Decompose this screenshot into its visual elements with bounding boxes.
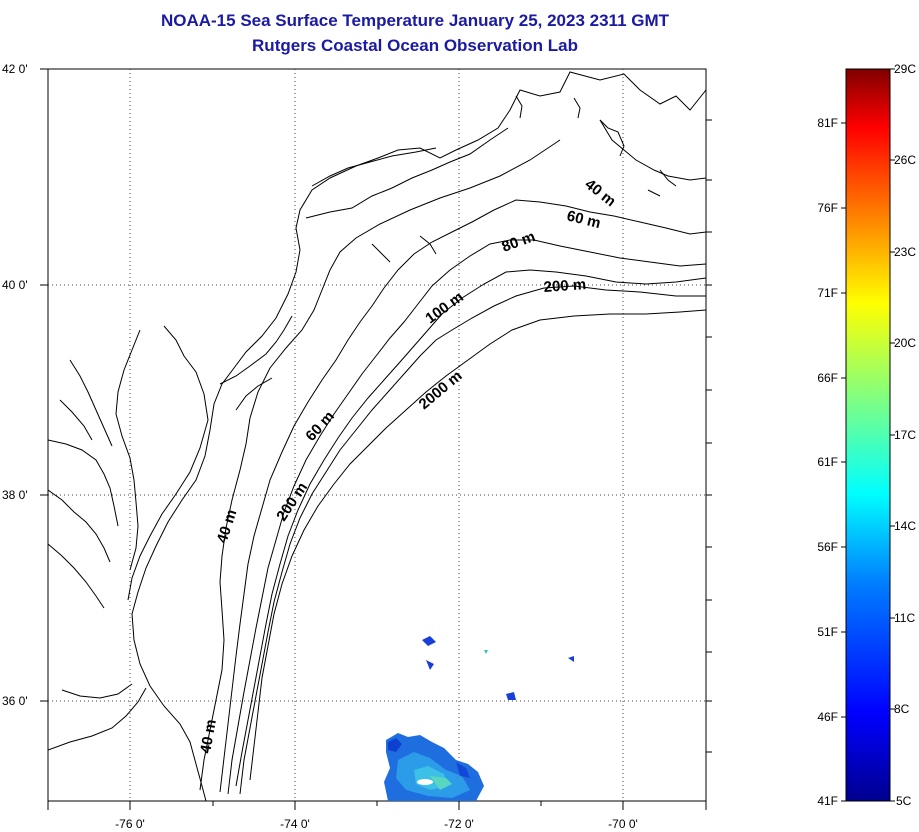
lat-label-40: 40 0' — [2, 278, 28, 292]
cb-f-61: 61F — [817, 455, 838, 469]
cb-c-29: 29C — [894, 62, 916, 76]
cb-f-66: 66F — [817, 371, 838, 385]
latitude-labels: 42 0' 40 0' 38 0' 36 0' — [2, 62, 28, 708]
cb-c-14: 14C — [894, 519, 916, 533]
map-frame — [47, 68, 707, 802]
lon-label-70: -70 0' — [608, 817, 638, 831]
lat-label-42: 42 0' — [2, 62, 28, 76]
lat-label-36: 36 0' — [2, 694, 28, 708]
cb-c-20: 20C — [894, 336, 916, 350]
lat-label-38: 38 0' — [2, 488, 28, 502]
contour-label-200m-north: 200 m — [543, 276, 587, 296]
frame-ticks — [40, 68, 712, 810]
lon-label-74: -74 0' — [280, 817, 310, 831]
colorbar-gradient — [845, 68, 891, 802]
cb-f-71: 71F — [817, 286, 838, 300]
cb-f-76: 76F — [817, 201, 838, 215]
sst-data-patch — [384, 636, 574, 801]
cb-f-41: 41F — [817, 794, 838, 808]
contour-label-40m-south: 40 m — [197, 718, 220, 755]
cb-c-8: 8C — [894, 702, 910, 716]
cb-f-56: 56F — [817, 540, 838, 554]
lon-label-72: -72 0' — [444, 817, 474, 831]
map-subtitle: Rutgers Coastal Ocean Observation Lab — [252, 36, 578, 55]
cb-c-23: 23C — [894, 245, 916, 259]
cb-c-5: 5C — [896, 794, 912, 808]
map-title: NOAA-15 Sea Surface Temperature January … — [160, 11, 670, 30]
cb-f-51: 51F — [817, 625, 838, 639]
cb-f-46: 46F — [817, 710, 838, 724]
coastline-and-contours — [48, 71, 706, 801]
cb-c-17: 17C — [894, 428, 916, 442]
longitude-labels: -76 0' -74 0' -72 0' -70 0' — [115, 817, 638, 831]
cb-c-11: 11C — [894, 611, 915, 625]
cb-f-81: 81F — [817, 116, 838, 130]
graticule — [48, 69, 706, 801]
colorbar: 29C 26C 23C 20C 17C 14C 11C 8C 5C 81F 76… — [817, 62, 916, 808]
cb-c-26: 26C — [894, 153, 916, 167]
lon-label-76: -76 0' — [115, 817, 145, 831]
